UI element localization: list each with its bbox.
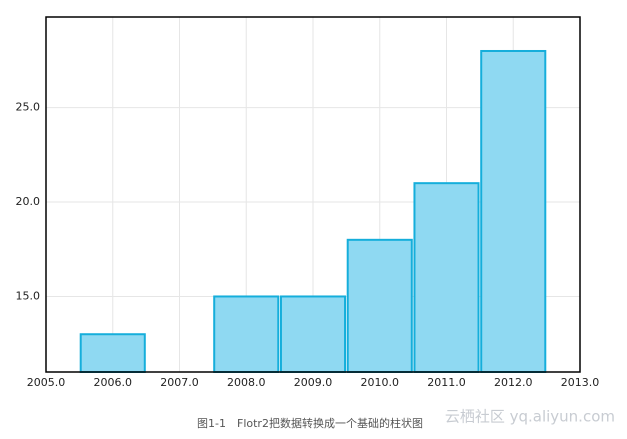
bar — [480, 49, 547, 374]
bar — [346, 238, 413, 373]
x-tick-label: 2012.0 — [494, 376, 533, 389]
x-tick-label: 2009.0 — [294, 376, 333, 389]
x-tick-label: 2008.0 — [227, 376, 266, 389]
x-tick-label: 2006.0 — [94, 376, 133, 389]
bar — [213, 295, 280, 373]
bar — [413, 182, 480, 373]
x-tick-label: 2011.0 — [427, 376, 466, 389]
plot-frame — [45, 16, 581, 373]
y-tick-label: 20.0 — [16, 195, 41, 208]
caption: 图1-1 Flotr2把数据转换成一个基础的柱状图 — [197, 416, 423, 430]
x-tick-label: 2010.0 — [361, 376, 400, 389]
x-tick-label: 2013.0 — [561, 376, 600, 389]
y-tick-label: 15.0 — [16, 289, 41, 302]
watermark: 云栖社区 yq.aliyun.com — [445, 408, 615, 426]
x-tick-label: 2007.0 — [160, 376, 199, 389]
y-tick-label: 25.0 — [16, 101, 41, 114]
bar — [79, 333, 146, 373]
bar — [279, 295, 347, 373]
x-tick-label: 2005.0 — [27, 376, 66, 389]
